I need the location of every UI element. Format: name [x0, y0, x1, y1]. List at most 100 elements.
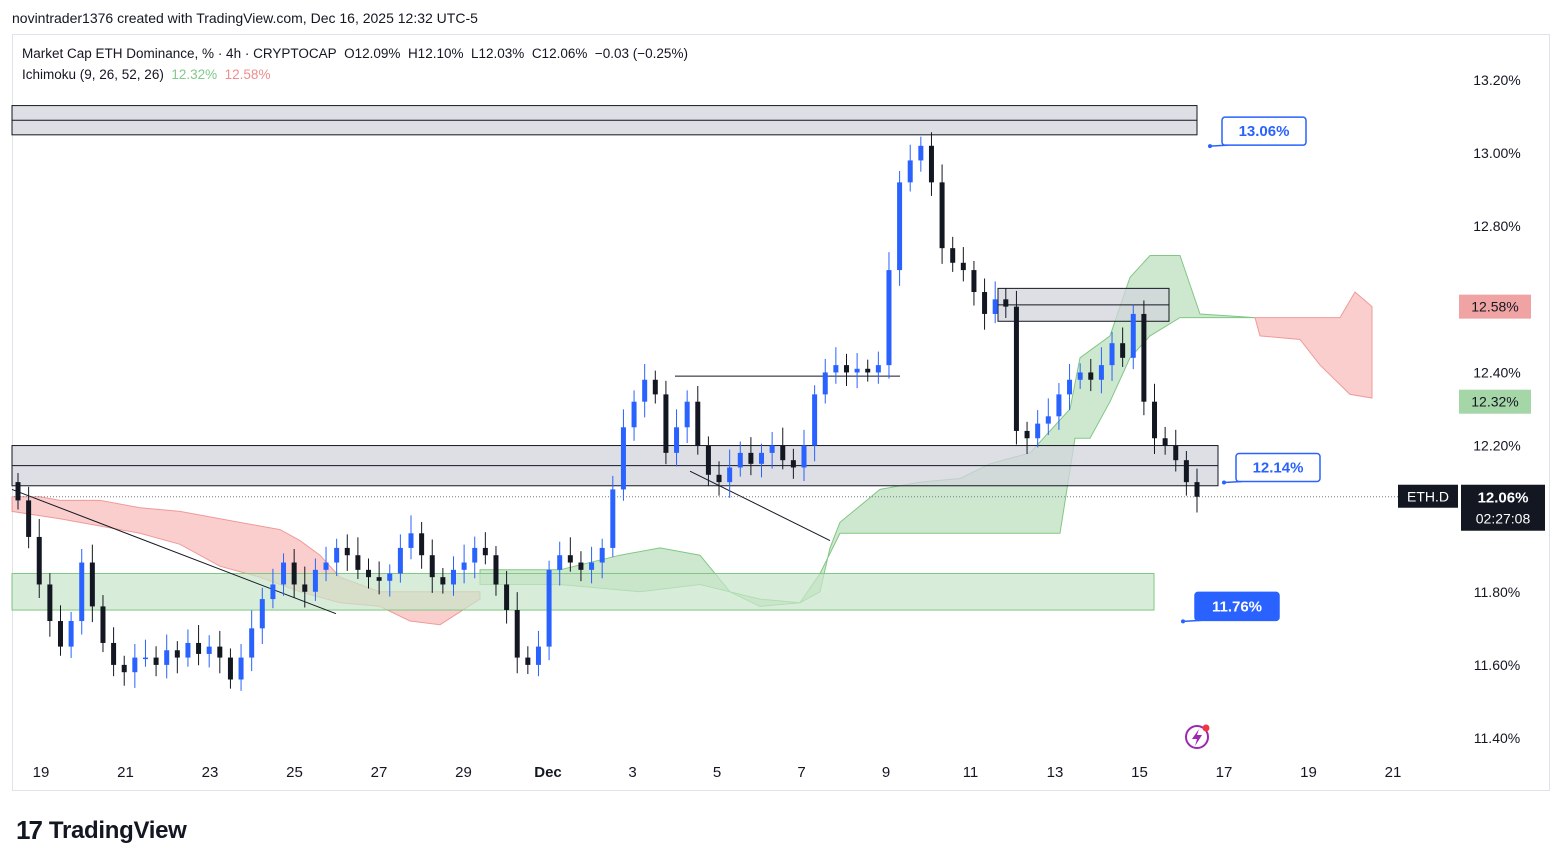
- candle-body: [334, 547, 340, 563]
- x-tick-label: 5: [713, 764, 721, 781]
- tradingview-brand[interactable]: 17 TradingView: [16, 815, 187, 846]
- candle: [535, 630, 541, 677]
- candle: [992, 281, 998, 324]
- candle: [695, 385, 701, 455]
- candle-body: [366, 569, 372, 578]
- candle: [366, 558, 372, 589]
- publisher-line: novintrader1376 created with TradingView…: [12, 10, 478, 26]
- candle: [939, 164, 945, 264]
- candle-body: [1194, 482, 1200, 497]
- candle-body: [450, 569, 456, 585]
- candle-body: [1183, 460, 1189, 483]
- candle-body: [482, 547, 488, 556]
- candle-body: [982, 292, 988, 314]
- candle: [599, 538, 605, 579]
- candle: [238, 644, 244, 691]
- candle: [854, 353, 860, 389]
- candle-body: [1098, 365, 1104, 380]
- candle: [100, 595, 106, 653]
- candle: [833, 347, 839, 384]
- candles: [15, 132, 1200, 691]
- candle-body: [854, 368, 860, 373]
- callout-anchor: [1208, 144, 1212, 149]
- x-tick-label: 21: [117, 764, 134, 781]
- candle: [1109, 331, 1115, 381]
- candle: [727, 449, 733, 498]
- candle: [886, 252, 892, 379]
- symbol-tag: ETH.D: [1398, 484, 1458, 508]
- candle: [164, 634, 170, 679]
- cloud-top-tag-text: 12.58%: [1471, 299, 1518, 315]
- candle-body: [620, 427, 626, 490]
- candle: [68, 611, 74, 658]
- candle: [397, 534, 403, 583]
- cloud-bottom-tag-bg: [1459, 389, 1531, 414]
- x-tick-label: 7: [797, 764, 805, 781]
- x-axis: 19 21 23 25 27 29 Dec 3 5 7 9 11 13 15 17 19 21: [33, 764, 1402, 781]
- candle: [89, 544, 95, 623]
- x-tick-label: Dec: [534, 764, 562, 781]
- candle: [663, 380, 669, 465]
- candle-body: [928, 145, 934, 183]
- price-callout[interactable]: 13.06%: [1208, 116, 1307, 149]
- candle: [440, 568, 446, 594]
- candle-body: [121, 664, 127, 673]
- candle: [376, 561, 382, 595]
- candle: [461, 544, 467, 584]
- candle: [1098, 347, 1104, 394]
- candle: [620, 409, 626, 501]
- candle: [302, 566, 308, 608]
- y-axis: 13.20% 13.00% 12.80% 12.40% 12.20% 11.80% 11.6…: [1473, 72, 1520, 746]
- cloud-top-tag: 12.58%: [1459, 294, 1531, 319]
- candle: [897, 171, 903, 286]
- candle-body: [546, 569, 552, 647]
- candle-body: [111, 642, 117, 665]
- candle-body: [79, 562, 85, 622]
- ohlc-low: L12.03%: [471, 46, 525, 61]
- candle: [344, 534, 350, 571]
- symbol-tag-bg: [1398, 484, 1458, 508]
- candle-body: [397, 547, 403, 574]
- candle-body: [514, 610, 520, 658]
- candle: [15, 472, 21, 510]
- price-callout[interactable]: 12.14%: [1222, 452, 1321, 485]
- callout-text: 12.14%: [1253, 459, 1304, 476]
- candle-body: [419, 533, 425, 556]
- candle-body: [68, 621, 74, 647]
- candle: [875, 351, 881, 384]
- candle: [652, 370, 658, 404]
- candle: [1045, 398, 1051, 435]
- candle: [790, 448, 796, 479]
- cloud-top-tag-bg: [1459, 294, 1531, 319]
- candle: [249, 610, 255, 672]
- candle: [748, 437, 754, 476]
- candle: [1173, 429, 1179, 472]
- price-callout[interactable]: 11.76%: [1181, 591, 1280, 624]
- flash-icon[interactable]: [1185, 724, 1210, 749]
- candle-body: [950, 248, 956, 263]
- ichimoku-legend[interactable]: Ichimoku (9, 26, 52, 26) 12.32% 12.58%: [22, 67, 270, 82]
- price-labels[interactable]: 13.06% 12.14% 11.76%: [1181, 116, 1321, 624]
- candle-body: [684, 401, 690, 428]
- candle-body: [897, 182, 903, 271]
- candle-body: [440, 577, 446, 585]
- candle: [1194, 468, 1200, 513]
- candle: [79, 549, 85, 635]
- candle: [1003, 288, 1009, 318]
- ohlc-high: H12.10%: [407, 46, 464, 61]
- candle: [589, 546, 595, 584]
- candle-body: [631, 401, 637, 428]
- candle: [153, 646, 159, 677]
- candle-body: [249, 628, 255, 658]
- candle-body: [26, 500, 32, 537]
- candle-body: [674, 427, 680, 453]
- x-tick-label: 15: [1131, 764, 1148, 781]
- candle: [1130, 304, 1136, 370]
- candle: [1088, 358, 1094, 392]
- y-tick-label: 12.20%: [1473, 438, 1520, 454]
- symbol-legend[interactable]: Market Cap ETH Dominance, % · 4h · CRYPT…: [22, 46, 688, 61]
- candle: [206, 635, 212, 668]
- candle-body: [1109, 343, 1115, 366]
- candle: [270, 568, 276, 609]
